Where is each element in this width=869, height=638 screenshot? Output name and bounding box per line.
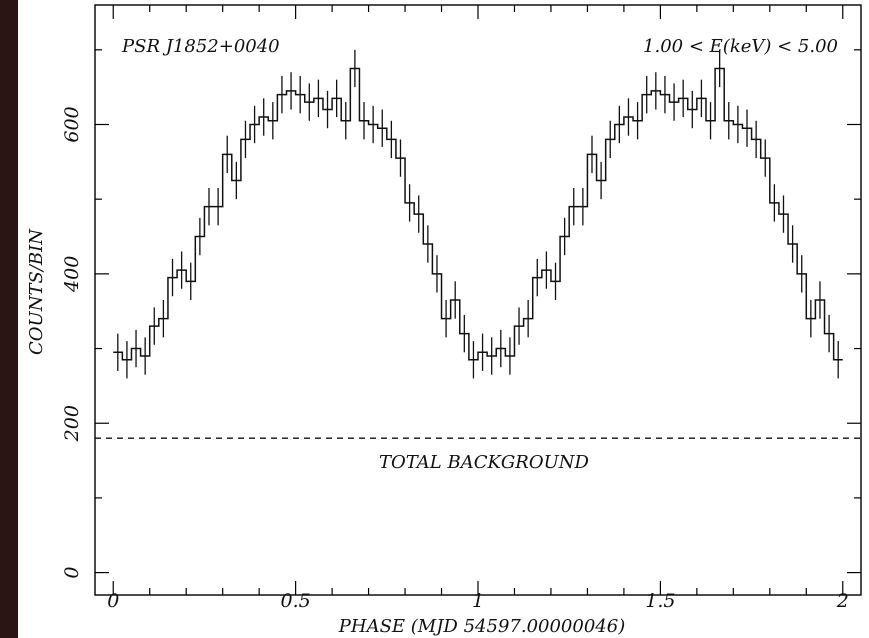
- x-tick-label: 0.5: [281, 590, 311, 612]
- axis-ticks: [95, 5, 861, 595]
- y-tick-label: 200: [61, 405, 83, 442]
- y-tick-label: 400: [61, 256, 83, 293]
- x-axis-title: PHASE (MJD 54597.00000046): [338, 616, 625, 637]
- source-label: PSR J1852+0040: [121, 36, 280, 57]
- x-tick-label: 1: [472, 590, 484, 612]
- x-tick-label: 1.5: [645, 590, 675, 612]
- pulse-profile-chart: 0 0.5 1 1.5 2 0 200 400 600 PSR J1852+0040 1.00 …: [26, 4, 862, 637]
- chart-panel: 0 0.5 1 1.5 2 0 200 400 600 PSR J1852+0040 1.00 …: [18, 0, 869, 638]
- y-tick-label: 600: [61, 106, 83, 142]
- tick-labels: 0 0.5 1 1.5 2 0 200 400 600: [61, 106, 849, 612]
- x-tick-label: 0: [107, 590, 119, 612]
- y-axis-title: COUNTS/BIN: [26, 228, 47, 355]
- counts-step-line: [113, 67, 843, 361]
- error-bars: [117, 49, 839, 379]
- plot-frame: [94, 4, 862, 596]
- energy-range-label: 1.00 < E(keV) < 5.00: [643, 36, 838, 57]
- background-label: TOTAL BACKGROUND: [379, 452, 590, 473]
- x-tick-label: 2: [836, 590, 849, 612]
- y-tick-label: 0: [61, 567, 83, 579]
